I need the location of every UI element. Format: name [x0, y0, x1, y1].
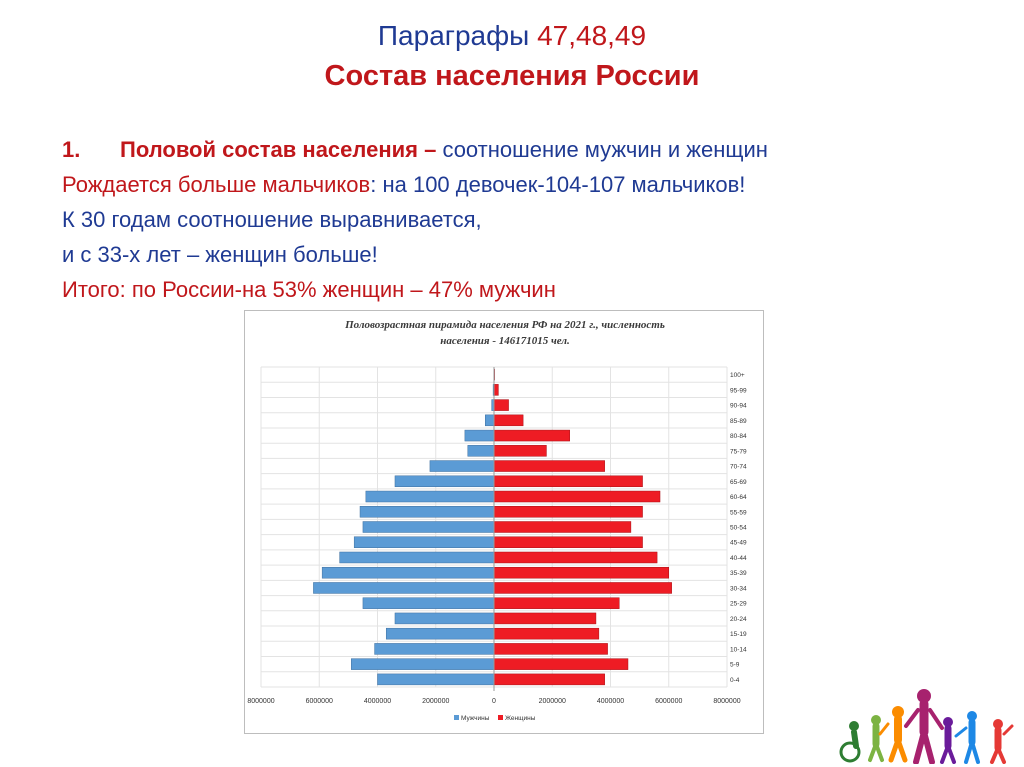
line2-rest: : на 100 девочек-104-107 мальчиков! — [370, 172, 746, 197]
bar-female-50-54 — [493, 521, 632, 533]
pyramid-chart: 0-4 5-9 10-14 15-19 20-24 25-29 30-34 35-39 40-4… — [244, 310, 764, 734]
bar-male-15-19 — [385, 627, 495, 640]
age-label: 40-44 — [730, 555, 747, 562]
bar-male-40-44 — [339, 551, 495, 564]
age-label: 70-74 — [730, 464, 747, 471]
point-heading: Половой состав населения – — [120, 137, 437, 162]
point-rest: соотношение мужчин и женщин — [436, 137, 768, 162]
bar-male-75-79 — [467, 445, 495, 457]
bar-female-85-89 — [493, 414, 524, 427]
age-label: 30-34 — [730, 585, 747, 592]
age-label: 80-84 — [730, 433, 747, 440]
x-tick-label: 8000000 — [713, 698, 740, 705]
bar-male-50-54 — [362, 521, 495, 533]
bar-female-0-4 — [493, 673, 605, 686]
bar-male-5-9 — [351, 658, 495, 670]
age-label: 55-59 — [730, 509, 747, 516]
bar-male-55-59 — [359, 506, 495, 518]
bar-female-10-14 — [493, 643, 608, 655]
age-label: 65-69 — [730, 479, 747, 486]
text-block: 1. Половой состав населения – соотношение… — [62, 132, 1002, 307]
bar-male-20-24 — [394, 612, 495, 625]
bar-male-30-34 — [313, 582, 495, 594]
title-prefix: Параграфы — [377, 20, 530, 51]
age-label: 90-94 — [730, 403, 747, 410]
bar-female-70-74 — [493, 460, 605, 472]
text-line-2: Рождается больше мальчиков: на 100 девоч… — [62, 167, 1002, 202]
x-tick-label: 6000000 — [655, 698, 682, 705]
bar-female-5-9 — [493, 658, 629, 670]
bar-female-55-59 — [493, 506, 643, 518]
age-label: 15-19 — [730, 631, 747, 638]
bar-male-45-49 — [353, 536, 495, 548]
bar-female-25-29 — [493, 597, 620, 609]
bar-male-70-74 — [429, 460, 495, 472]
x-tick-label: 4000000 — [364, 698, 391, 705]
age-label: 25-29 — [730, 601, 747, 608]
bar-female-90-94 — [493, 399, 509, 411]
age-label: 20-24 — [730, 616, 747, 623]
chart-title: Половозрастная пирамида населения РФ на … — [245, 317, 765, 349]
slide-title: Параграфы 47,48,49 — [0, 20, 1024, 52]
age-label: 95-99 — [730, 387, 747, 394]
bar-female-60-64 — [493, 490, 661, 503]
legend-label-female: Женщины — [505, 715, 536, 722]
bar-female-15-19 — [493, 627, 600, 640]
age-label: 10-14 — [730, 646, 747, 653]
line2-red: Рождается больше мальчиков — [62, 172, 371, 197]
age-label: 75-79 — [730, 448, 747, 455]
age-label: 100+ — [730, 372, 745, 379]
x-tick-label: 4000000 — [597, 698, 624, 705]
age-label: 50-54 — [730, 525, 747, 532]
bar-male-0-4 — [377, 673, 495, 686]
age-label: 85-89 — [730, 418, 747, 425]
bar-male-35-39 — [321, 566, 495, 579]
bar-female-45-49 — [493, 536, 643, 548]
chart-title-line1: Половозрастная пирамида населения РФ на … — [345, 319, 665, 331]
people-silhouettes-icon — [839, 689, 1014, 764]
age-label: 0-4 — [730, 677, 740, 684]
bar-male-65-69 — [394, 475, 495, 488]
age-label: 45-49 — [730, 540, 747, 547]
bar-female-65-69 — [493, 475, 643, 488]
age-label: 60-64 — [730, 494, 747, 501]
age-label: 35-39 — [730, 570, 747, 577]
bar-female-95-99 — [493, 384, 499, 396]
pyramid-svg: 0-4 5-9 10-14 15-19 20-24 25-29 30-34 35-39 40-4… — [247, 366, 747, 722]
text-line-3: К 30 годам соотношение выравнивается, — [62, 207, 482, 232]
x-tick-label: 2000000 — [539, 698, 566, 705]
x-tick-label: 8000000 — [247, 698, 274, 705]
bar-female-20-24 — [493, 612, 597, 625]
title-numbers: 47,48,49 — [537, 20, 647, 51]
slide-subtitle: Состав населения России — [324, 60, 700, 92]
legend-label-male: Мужчины — [461, 715, 490, 722]
x-tick-label: 6000000 — [306, 698, 333, 705]
text-line-5: Итого: по России-на 53% женщин – 47% муж… — [62, 277, 556, 302]
bar-female-40-44 — [493, 551, 658, 564]
x-tick-label: 0 — [492, 698, 496, 705]
bar-female-80-84 — [493, 429, 570, 442]
chart-title-line2: населения - 146171015 чел. — [440, 335, 570, 347]
point-number: 1. — [62, 137, 81, 162]
bar-male-60-64 — [365, 490, 495, 503]
bar-female-30-34 — [493, 582, 672, 594]
bar-male-80-84 — [464, 429, 495, 442]
age-label: 5-9 — [730, 662, 740, 669]
legend-swatch-male — [454, 715, 459, 720]
bar-male-10-14 — [374, 643, 495, 655]
text-line-4: и с 33-х лет – женщин больше! — [62, 242, 378, 267]
bar-female-75-79 — [493, 445, 547, 457]
bar-male-85-89 — [485, 414, 495, 427]
text-line-1: 1. Половой состав населения – соотношение… — [62, 132, 1002, 167]
legend-swatch-female — [498, 715, 503, 720]
x-tick-label: 2000000 — [422, 698, 449, 705]
bar-female-35-39 — [493, 566, 669, 579]
bar-male-25-29 — [362, 597, 495, 609]
